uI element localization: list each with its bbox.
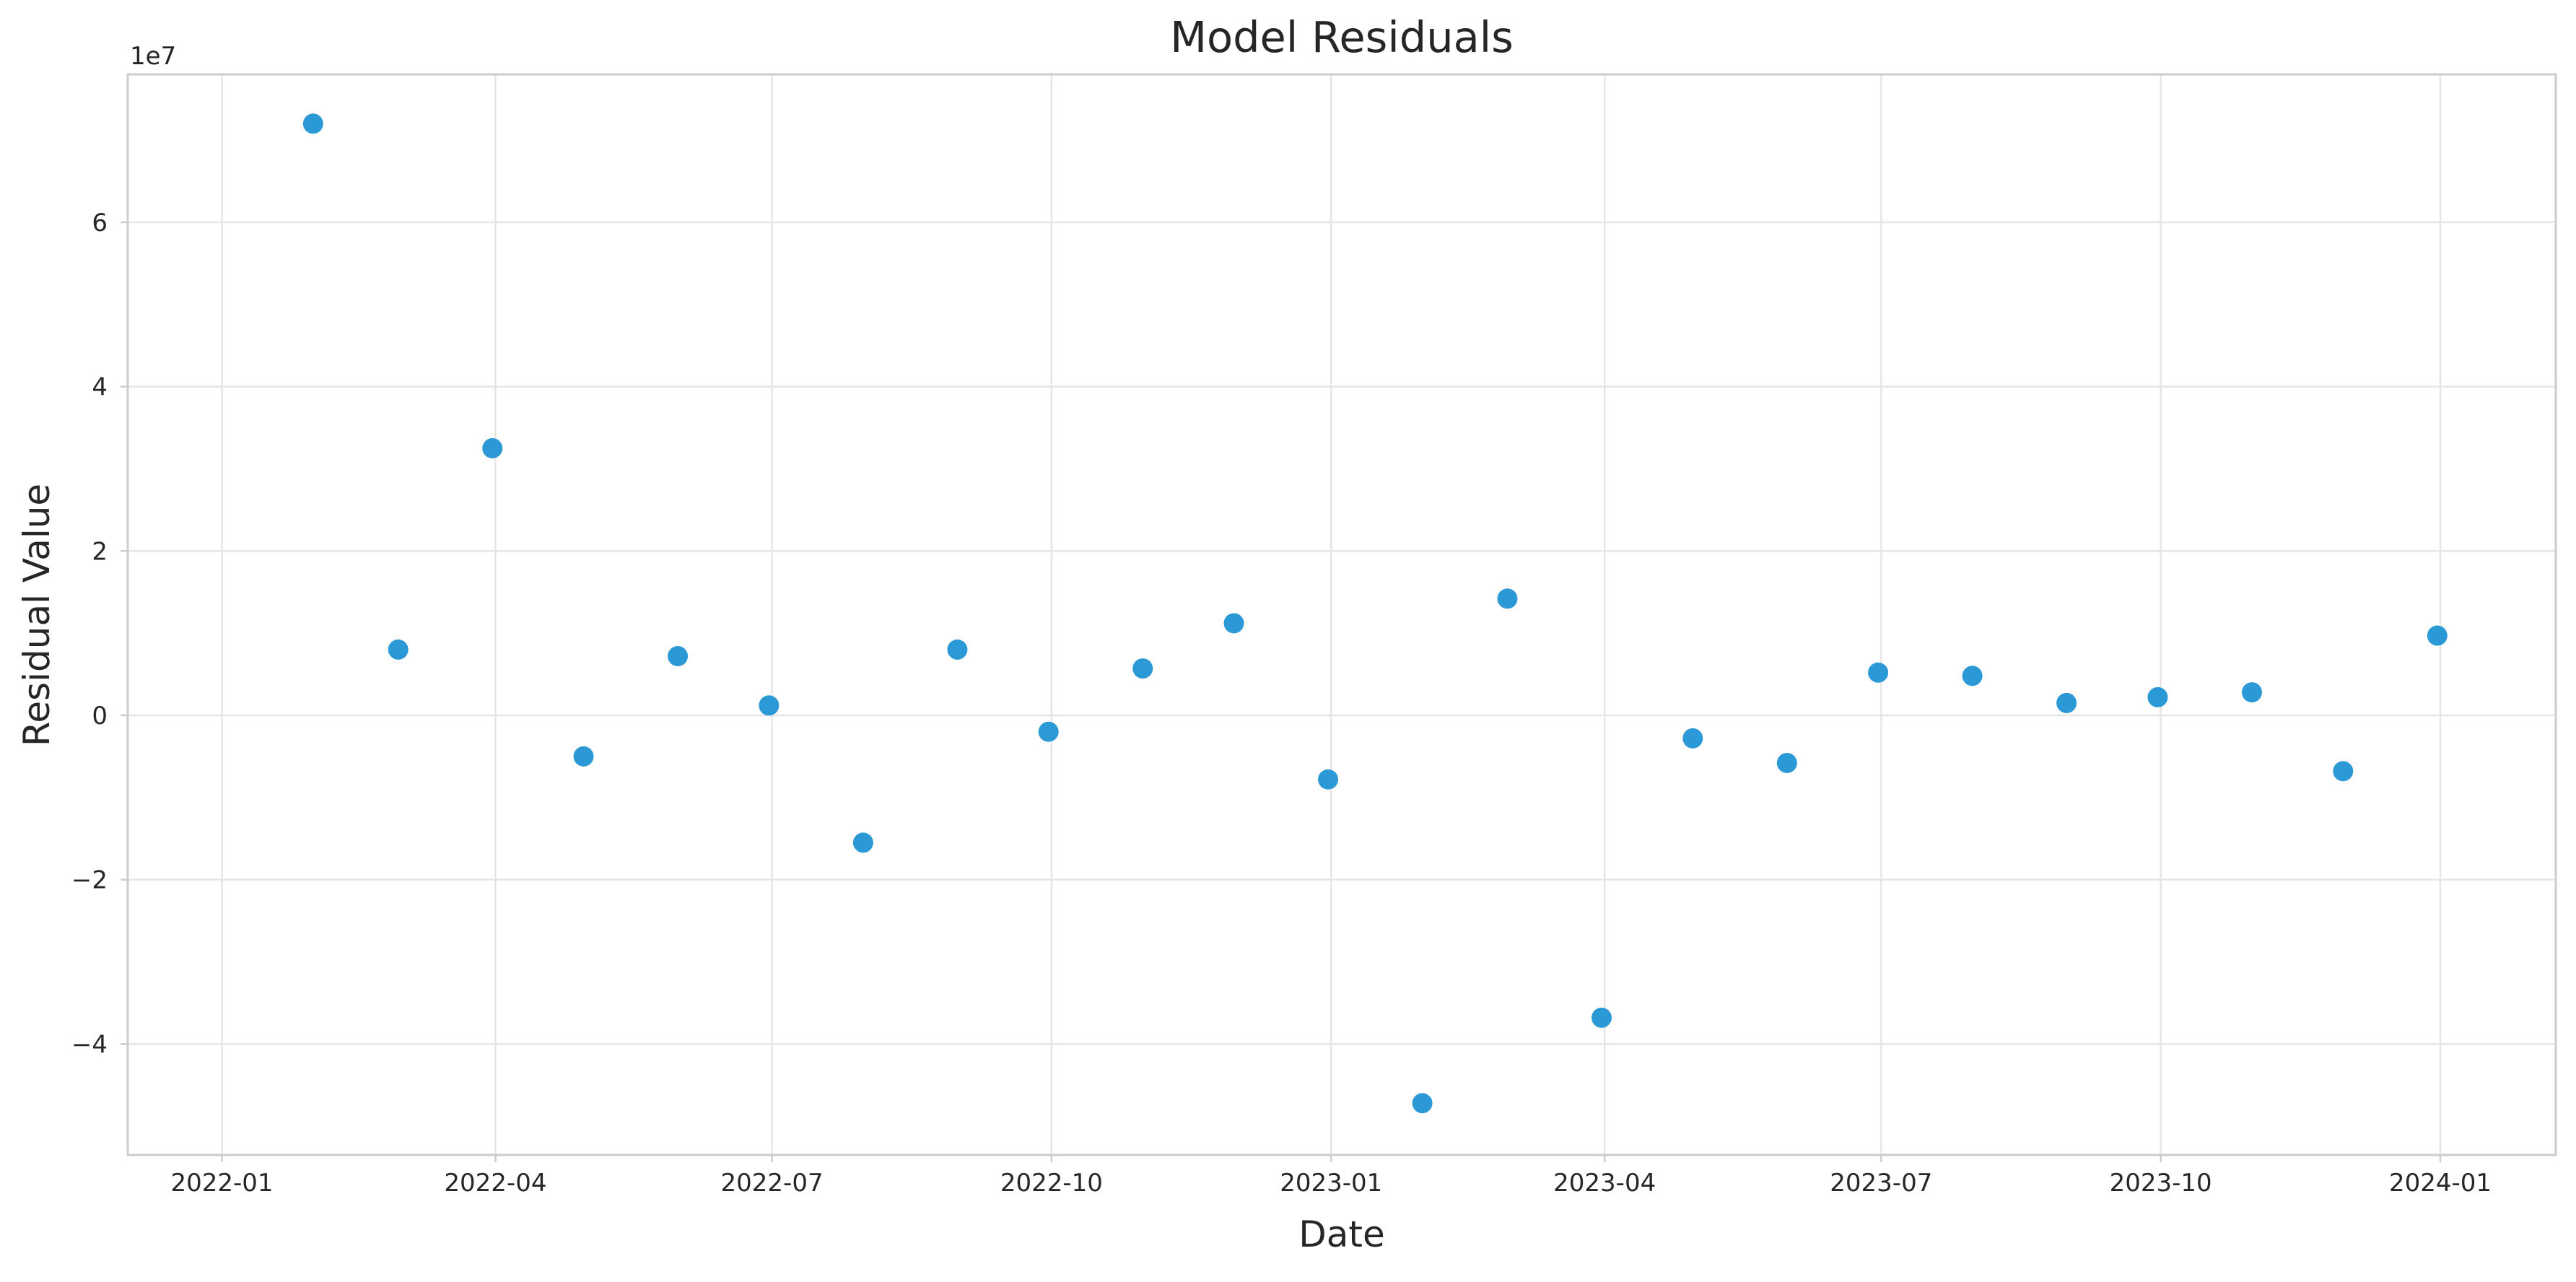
axis-ticks: 2022-01 2022-04 2022-07 2022-10 2023-01 2023-… [71, 209, 2492, 1198]
y-axis-offset-label: 1e7 [130, 42, 176, 71]
x-tick-label: 2024-01 [2389, 1169, 2492, 1198]
y-tick-label: 6 [92, 209, 108, 237]
scatter-points [302, 113, 2448, 1114]
scatter-point [2147, 686, 2168, 707]
x-tick-label: 2023-01 [1280, 1169, 1382, 1198]
x-axis-label: Date [1298, 1213, 1385, 1255]
plot-frame [126, 73, 2557, 1156]
x-tick-label: 2023-04 [1553, 1169, 1656, 1198]
y-axis-label: Residual Value [16, 484, 58, 746]
scatter-point [668, 645, 689, 666]
scatter-point [1776, 752, 1797, 773]
scatter-point [1223, 613, 1244, 634]
scatter-point [1038, 721, 1059, 742]
scatter-point [2427, 625, 2448, 646]
scatter-point [852, 832, 873, 853]
scatter-point [1318, 769, 1339, 790]
scatter-point [1682, 728, 1703, 749]
y-tick-label: 0 [92, 702, 108, 731]
y-tick-label: 2 [92, 537, 108, 566]
grid-lines [128, 74, 2556, 1155]
x-tick-label: 2022-07 [721, 1169, 824, 1198]
y-tick-label: −4 [71, 1030, 108, 1059]
scatter-point [1868, 662, 1889, 683]
y-tick-label: 4 [92, 373, 108, 402]
scatter-point [302, 113, 323, 134]
y-tick-label: −2 [71, 866, 108, 895]
scatter-point [482, 437, 503, 458]
scatter-point [1132, 658, 1153, 679]
scatter-point [1497, 588, 1518, 609]
scatter-point [573, 746, 594, 767]
x-tick-label: 2023-07 [1830, 1169, 1932, 1198]
x-tick-label: 2022-10 [1000, 1169, 1103, 1198]
x-tick-label: 2022-04 [444, 1169, 546, 1198]
chart-title: Model Residuals [1170, 12, 1514, 62]
scatter-point [2056, 692, 2077, 713]
scatter-point [947, 639, 968, 660]
x-tick-label: 2022-01 [170, 1169, 273, 1198]
scatter-point [2241, 682, 2262, 703]
x-tick-label: 2023-10 [2110, 1169, 2212, 1198]
scatter-point [2333, 761, 2354, 782]
scatter-point [1591, 1007, 1612, 1028]
scatter-point [1412, 1093, 1433, 1114]
scatter-point [759, 695, 780, 716]
scatter-point [1962, 666, 1983, 686]
scatter-point [388, 639, 409, 660]
